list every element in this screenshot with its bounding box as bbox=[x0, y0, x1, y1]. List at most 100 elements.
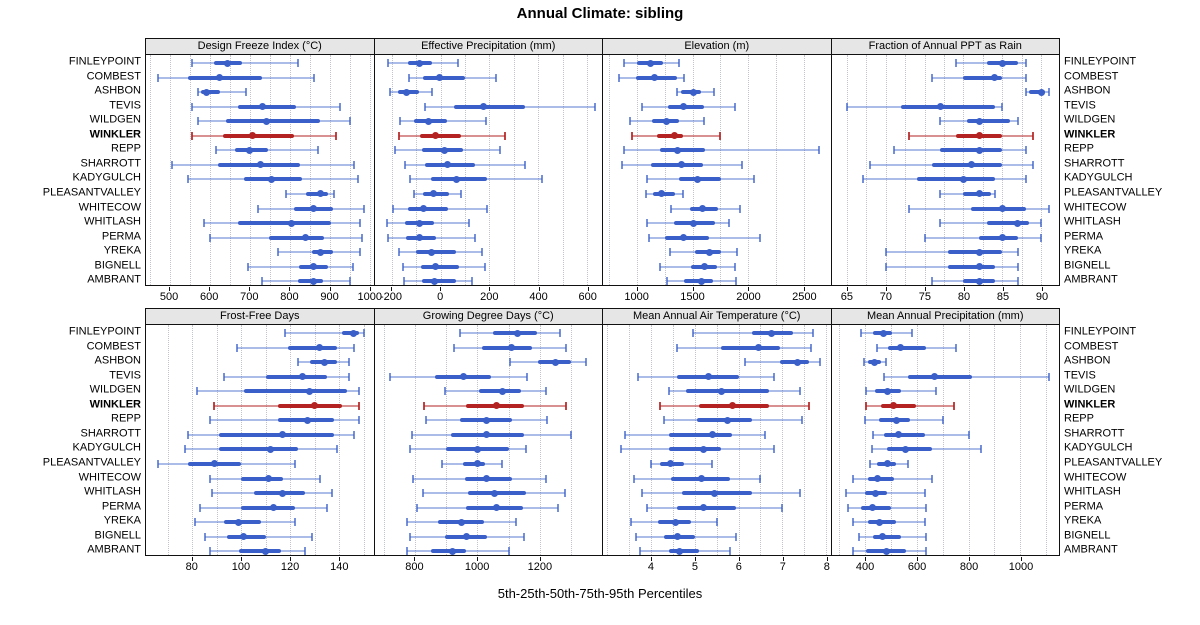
whisker-cap bbox=[644, 189, 647, 198]
x-tick bbox=[1042, 287, 1044, 291]
whisker-cap bbox=[362, 329, 365, 337]
whisker-cap bbox=[409, 445, 412, 454]
station-label-REPP: REPP bbox=[111, 412, 141, 425]
strip-title: Mean Annual Air Temperature (°C) bbox=[633, 310, 801, 322]
strip-title: Mean Annual Precipitation (mm) bbox=[866, 310, 1024, 322]
whisker-cap bbox=[931, 474, 934, 483]
station-label-FINLEYPOINT: FINLEYPOINT bbox=[68, 55, 141, 68]
iqr-box-BIGNELL bbox=[420, 264, 459, 269]
station-label-PERMA: PERMA bbox=[101, 500, 141, 513]
median-dot-FINLEYPOINT bbox=[646, 59, 654, 67]
panel-mean-annual-air-temperature-c-: Mean Annual Air Temperature (°C) bbox=[602, 308, 832, 556]
whisker-cap bbox=[304, 547, 306, 555]
whisker-cap bbox=[360, 233, 363, 242]
whisker-cap bbox=[157, 459, 160, 468]
gridline bbox=[847, 55, 849, 285]
iqr-box-COMBEST bbox=[287, 345, 337, 350]
x-tick bbox=[489, 287, 491, 291]
median-dot-FINLEYPOINT bbox=[767, 329, 775, 337]
whisker-cap bbox=[865, 387, 868, 396]
whisker-cap bbox=[223, 372, 226, 381]
median-dot-AMBRANT bbox=[697, 277, 705, 285]
iqr-box-COMBEST bbox=[888, 345, 926, 350]
whisker-cap bbox=[456, 59, 459, 67]
median-dot-WHITLASH bbox=[288, 219, 296, 227]
median-dot-PLEASANTVALLEY bbox=[975, 190, 983, 198]
whisker-cap bbox=[727, 219, 730, 228]
x-tick bbox=[538, 287, 540, 291]
whisker-cap bbox=[629, 117, 632, 126]
median-dot-TEVIS bbox=[679, 103, 687, 111]
gridline bbox=[636, 55, 638, 285]
panel-growing-degree-days-c-: Growing Degree Days (°C) bbox=[373, 308, 603, 556]
median-dot-ASHBON bbox=[689, 88, 697, 96]
whisker-cap bbox=[397, 131, 400, 140]
gridline bbox=[673, 325, 674, 555]
station-label-YREKA: YREKA bbox=[1064, 514, 1102, 527]
whisker-cap bbox=[758, 233, 761, 242]
gridline bbox=[329, 55, 331, 285]
station-label-WHITLASH: WHITLASH bbox=[84, 215, 141, 228]
median-dot-ASHBON bbox=[794, 358, 802, 366]
whisker-cap bbox=[846, 102, 849, 111]
whisker-cap bbox=[884, 358, 887, 367]
median-dot-WILDGEN bbox=[424, 117, 432, 125]
whisker-cap bbox=[352, 343, 355, 352]
station-label-WHITECOW: WHITECOW bbox=[1064, 471, 1127, 483]
whisker-cap bbox=[623, 430, 626, 439]
whisker-cap bbox=[772, 372, 775, 381]
station-label-WINKLER: WINKLER bbox=[89, 128, 141, 141]
median-dot-KADYGULCH bbox=[901, 445, 909, 453]
x-tick bbox=[885, 287, 887, 291]
whisker-cap bbox=[862, 358, 865, 367]
median-dot-ASHBON bbox=[551, 358, 559, 366]
median-dot-COMBEST bbox=[650, 74, 658, 82]
gridline bbox=[651, 325, 653, 555]
whisker-cap bbox=[443, 387, 446, 396]
x-tick bbox=[782, 557, 784, 561]
x-tick-label: 7 bbox=[779, 561, 786, 573]
x-tick-label: 6 bbox=[735, 561, 742, 573]
whisker-cap bbox=[406, 518, 409, 527]
whisker-cap bbox=[818, 358, 821, 367]
iqr-box-WHITLASH bbox=[237, 221, 331, 226]
panel-mean-annual-precipitation-mm-: Mean Annual Precipitation (mm) bbox=[830, 308, 1060, 556]
x-axis: 400 600 800 1000 bbox=[831, 557, 1060, 575]
whisker-cap bbox=[565, 343, 568, 352]
gridline bbox=[1020, 325, 1022, 555]
x-tick-label: 400 bbox=[529, 291, 548, 303]
station-label-KADYGULCH: KADYGULCH bbox=[72, 441, 141, 454]
median-dot-PERMA bbox=[492, 504, 500, 512]
iqr-box-PERMA bbox=[861, 505, 891, 510]
gridline bbox=[720, 55, 722, 285]
whisker-cap bbox=[935, 387, 938, 396]
median-dot-PERMA bbox=[700, 504, 708, 512]
median-dot-BIGNELL bbox=[701, 263, 709, 271]
whisker-cap bbox=[676, 343, 679, 352]
iqr-box-AMBRANT bbox=[422, 279, 457, 284]
median-dot-BIGNELL bbox=[975, 263, 983, 271]
gridline bbox=[339, 325, 341, 555]
x-axis: 800 1000 1200 bbox=[374, 557, 603, 575]
x-tick-label: 75 bbox=[918, 291, 932, 303]
median-dot-WHITLASH bbox=[1014, 219, 1022, 227]
gridline bbox=[716, 325, 718, 555]
x-tick-label: 0 bbox=[437, 291, 444, 303]
x-tick-label: 85 bbox=[996, 291, 1010, 303]
whisker-cap bbox=[356, 175, 359, 184]
iqr-box-YREKA bbox=[224, 520, 261, 525]
whisker-cap bbox=[504, 131, 507, 140]
whisker-cap bbox=[869, 160, 872, 169]
median-dot-TEVIS bbox=[931, 373, 939, 381]
whisker-cap bbox=[711, 459, 714, 468]
iqr-box-WHITECOW bbox=[407, 206, 448, 211]
whisker-cap bbox=[557, 503, 560, 512]
whisker-cap bbox=[667, 387, 670, 396]
gridline bbox=[269, 55, 271, 285]
median-dot-SHARROTT bbox=[279, 431, 287, 439]
median-dot-AMBRANT bbox=[430, 277, 438, 285]
station-label-REPP: REPP bbox=[1064, 412, 1094, 425]
whisker-cap bbox=[702, 117, 705, 126]
whisker-cap bbox=[196, 387, 199, 396]
median-dot-REPP bbox=[892, 416, 900, 424]
